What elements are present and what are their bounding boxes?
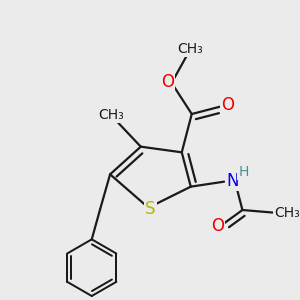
Text: O: O bbox=[211, 217, 224, 235]
Text: CH₃: CH₃ bbox=[98, 108, 124, 122]
Text: O: O bbox=[221, 96, 234, 114]
Text: S: S bbox=[145, 200, 155, 218]
Text: N: N bbox=[226, 172, 239, 190]
Text: H: H bbox=[238, 165, 249, 179]
Text: CH₃: CH₃ bbox=[177, 42, 203, 56]
Text: CH₃: CH₃ bbox=[274, 206, 300, 220]
Text: O: O bbox=[161, 73, 174, 91]
